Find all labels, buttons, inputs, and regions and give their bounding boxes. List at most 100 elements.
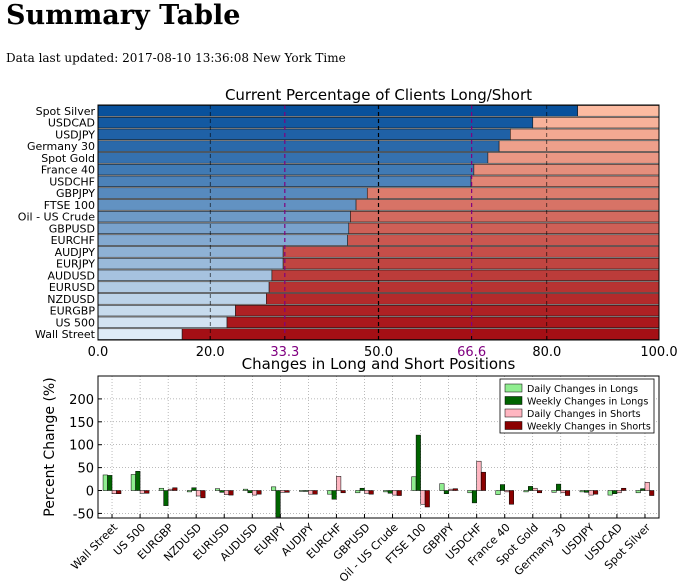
bar-daily-changes-in-shorts-eurgbp	[167, 488, 173, 491]
long-bar-eurgbp	[97, 304, 236, 317]
top-category-label-ftse-100: FTSE 100	[44, 199, 95, 212]
bar-weekly-changes-in-shorts-usdjpy	[593, 490, 599, 495]
short-bar-eurchf	[347, 234, 660, 246]
bar-weekly-changes-in-shorts-spot-gold	[537, 490, 543, 494]
bar-daily-changes-in-longs-gbpjpy	[439, 483, 445, 491]
bar-weekly-changes-in-shorts-audjpy	[312, 490, 318, 495]
bar-weekly-changes-in-shorts-ftse-100	[424, 490, 430, 508]
bar-daily-changes-in-longs-spot-gold	[523, 490, 529, 493]
bar-daily-changes-in-shorts-ftse-100	[420, 490, 426, 505]
bar-weekly-changes-in-shorts-usdchf	[480, 471, 486, 491]
bar-daily-changes-in-longs-usdjpy	[579, 490, 585, 493]
short-bar-usdjpy	[510, 128, 660, 141]
bar-daily-changes-in-shorts-spot-silver	[644, 482, 650, 491]
top-category-label-eurgbp: EURGBP	[50, 305, 96, 318]
top-category-label-audusd: AUDUSD	[47, 269, 95, 282]
top-x-tick-label-50-0: 50.0	[364, 345, 393, 360]
long-bar-eurjpy	[97, 257, 284, 270]
bar-weekly-changes-in-longs-france-40	[499, 484, 505, 491]
top-category-label-eurchf: EURCHF	[51, 234, 95, 247]
short-bar-oil-us-crude	[350, 210, 660, 223]
short-bar-eurgbp	[235, 304, 660, 317]
bar-weekly-changes-in-longs-eurgbp	[163, 490, 169, 506]
legend-box	[499, 378, 655, 434]
top-category-label-germany-30: Germany 30	[27, 140, 95, 153]
bar-weekly-changes-in-longs-eurusd	[219, 490, 225, 493]
bar-daily-changes-in-shorts-usdjpy	[588, 490, 594, 496]
bar-weekly-changes-in-shorts-spot-silver	[649, 490, 655, 496]
top-category-label-spot-gold: Spot Gold	[41, 152, 95, 165]
bar-weekly-changes-in-longs-oil-us-crude	[387, 490, 393, 494]
bar-weekly-changes-in-longs-wall-street	[107, 475, 113, 491]
legend-label-daily-changes-in-shorts: Daily Changes in Shorts	[527, 409, 641, 420]
legend-swatch-weekly-changes-in-shorts	[504, 421, 523, 430]
top-category-label-oil-us-crude: Oil - US Crude	[18, 211, 95, 224]
top-category-label-nzdusd: NZDUSD	[47, 293, 95, 306]
bar-weekly-changes-in-longs-nzdusd	[191, 487, 197, 491]
long-bar-eurusd	[97, 281, 270, 293]
short-bar-audusd	[271, 269, 660, 282]
bar-daily-changes-in-longs-usdchf	[467, 490, 473, 494]
top-x-tick-label-80-0: 80.0	[532, 345, 561, 360]
page-title: Summary Table	[6, 0, 241, 31]
bar-weekly-changes-in-longs-germany-30	[556, 483, 562, 491]
long-bar-spot-silver	[97, 105, 578, 117]
legend-swatch-daily-changes-in-shorts	[504, 408, 523, 418]
bar-daily-changes-in-longs-spot-silver	[635, 490, 641, 494]
bottom-y-tick-label-150: 150	[69, 416, 94, 431]
top-category-label-eurjpy: EURJPY	[56, 258, 95, 271]
bar-weekly-changes-in-longs-eurjpy	[275, 490, 281, 518]
bottom-chart-frame	[97, 375, 660, 519]
short-bar-nzdusd	[265, 293, 660, 305]
bar-weekly-changes-in-shorts-gbpjpy	[452, 488, 458, 491]
top-category-label-spot-silver: Spot Silver	[36, 105, 96, 118]
bottom-y-axis-label: Percent Change (%)	[42, 377, 58, 516]
bar-weekly-changes-in-shorts-oil-us-crude	[396, 490, 402, 496]
last-updated-value: 2017-08-10 13:36:08 New York Time	[122, 51, 346, 65]
bar-daily-changes-in-longs-audusd	[243, 488, 249, 491]
long-bar-gbpjpy	[97, 187, 368, 199]
legend: Daily Changes in Longs Weekly Changes in …	[499, 378, 655, 434]
short-bar-gbpjpy	[366, 187, 660, 199]
bar-weekly-changes-in-longs-gbpusd	[359, 487, 365, 491]
bar-daily-changes-in-longs-ftse-100	[411, 476, 417, 491]
bar-daily-changes-in-longs-eurchf	[327, 490, 333, 495]
bar-daily-changes-in-shorts-usdcad	[616, 490, 622, 494]
bar-daily-changes-in-longs-eurjpy	[271, 486, 277, 491]
legend-label-weekly-changes-in-longs: Weekly Changes in Longs	[527, 397, 648, 408]
bar-daily-changes-in-longs-eurusd	[214, 488, 220, 491]
bar-daily-changes-in-shorts-oil-us-crude	[392, 490, 398, 496]
bar-daily-changes-in-longs-nzdusd	[186, 490, 192, 493]
bar-daily-changes-in-shorts-nzdusd	[195, 490, 201, 497]
top-x-tick-label-33-3: 33.3	[270, 345, 299, 360]
long-bar-audjpy	[97, 246, 284, 258]
last-updated-text: Data last updated: 2017-08-10 13:36:08 N…	[6, 51, 346, 65]
bar-daily-changes-in-shorts-audusd	[252, 490, 258, 496]
bar-weekly-changes-in-shorts-eurjpy	[284, 490, 290, 493]
short-bar-spot-gold	[487, 152, 660, 164]
bottom-chart-title: Changes in Long and Short Positions	[242, 355, 516, 373]
bar-weekly-changes-in-shorts-audusd	[256, 490, 262, 495]
bar-weekly-changes-in-longs-us-500	[135, 471, 141, 491]
long-bar-usdjpy	[97, 128, 511, 141]
bar-weekly-changes-in-longs-gbpjpy	[443, 490, 449, 494]
long-bar-gbpusd	[97, 222, 350, 235]
short-bar-germany-30	[498, 140, 660, 152]
bar-daily-changes-in-shorts-eurjpy	[280, 490, 286, 493]
bar-daily-changes-in-longs-audjpy	[299, 490, 305, 492]
top-x-tick-label-20-0: 20.0	[196, 345, 225, 360]
short-bar-usdcad	[532, 116, 660, 129]
bar-weekly-changes-in-shorts-eurchf	[340, 490, 346, 494]
long-bar-oil-us-crude	[97, 210, 351, 223]
bar-daily-changes-in-shorts-spot-gold	[532, 487, 538, 491]
long-bar-wall-street	[97, 328, 183, 340]
top-category-label-france-40: France 40	[41, 164, 95, 177]
top-chart-title: Current Percentage of Clients Long/Short	[225, 86, 532, 104]
bar-weekly-changes-in-shorts-nzdusd	[200, 490, 206, 499]
bar-daily-changes-in-shorts-usdchf	[476, 460, 482, 491]
bar-weekly-changes-in-shorts-france-40	[508, 490, 514, 505]
short-bar-us-500	[226, 316, 660, 329]
long-bar-nzdusd	[97, 293, 267, 305]
bar-weekly-changes-in-shorts-us-500	[144, 490, 150, 494]
